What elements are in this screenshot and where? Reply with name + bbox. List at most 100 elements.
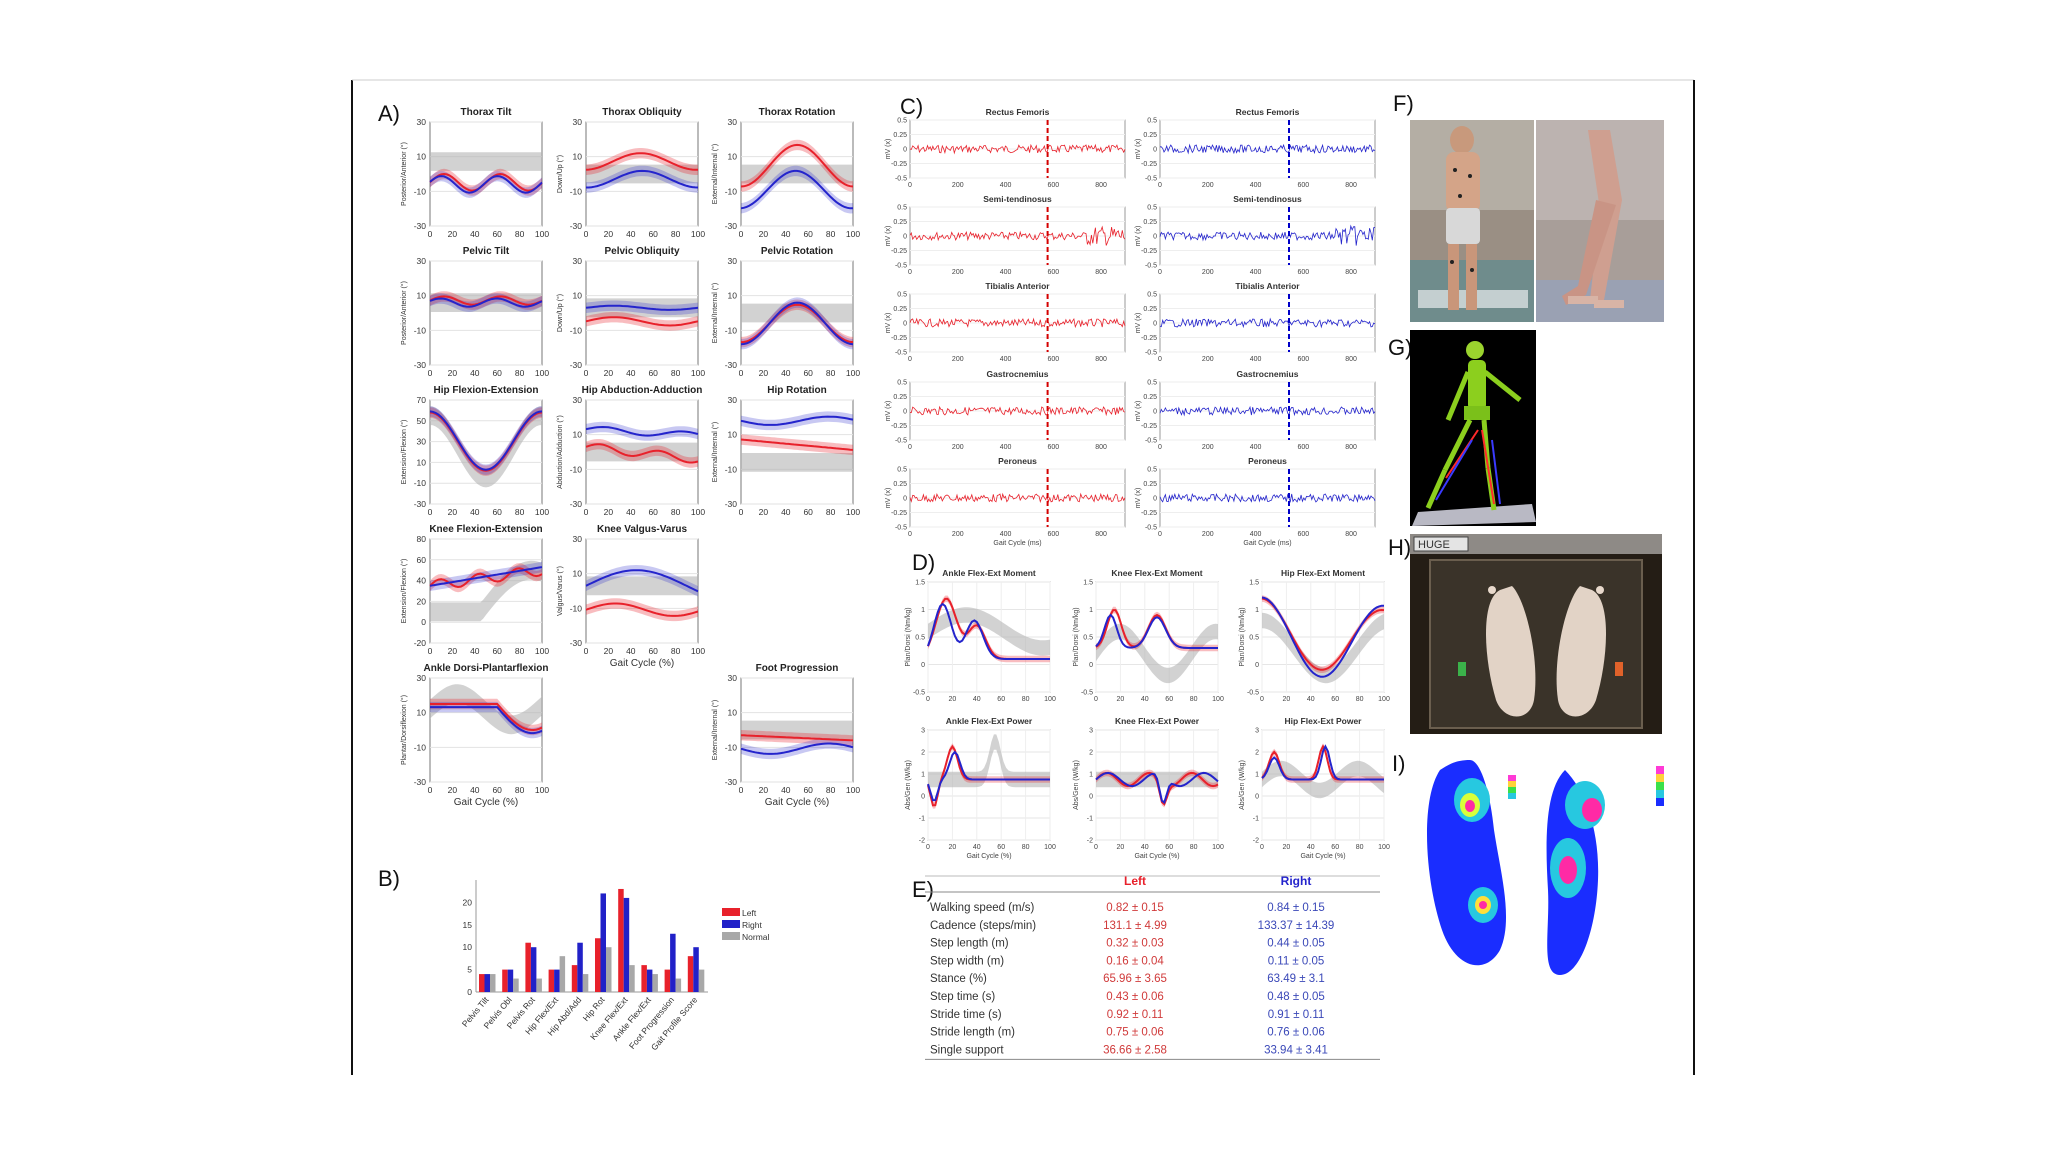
- kinetic-y-tick: 0: [1089, 662, 1093, 669]
- emg-x-tick: 800: [1345, 356, 1357, 363]
- x-tick-label: 40: [626, 646, 636, 656]
- emg-x-tick: 400: [1250, 444, 1262, 451]
- x-tick-label: 20: [448, 646, 458, 656]
- kinematic-plot: Hip Rotation 30 10 -10 -300 20 40 60 80 100 Extern…: [711, 385, 860, 517]
- left-foot-sole: [1486, 586, 1536, 717]
- emg-x-tick: 200: [952, 182, 964, 189]
- kinetic-y-tick: 1: [1089, 607, 1093, 614]
- plot-title: Foot Progression: [756, 663, 839, 674]
- emg-x-tick: 400: [1250, 269, 1262, 276]
- kinematic-plot: Foot Progression 30 10 -10 -300 20 40 60 80 100 Ex…: [711, 663, 860, 808]
- kinetic-x-tick: 0: [926, 844, 930, 851]
- y-tick-label: 30: [573, 395, 583, 405]
- emg-y-tick: 0.5: [1147, 205, 1157, 212]
- plot-title: Thorax Rotation: [759, 107, 836, 118]
- x-tick-label: 60: [803, 368, 813, 378]
- kinetic-x-tick: 20: [1117, 696, 1125, 703]
- bar-left: [525, 942, 531, 992]
- kinetic-x-tick: 80: [1190, 844, 1198, 851]
- y-tick-label: -30: [725, 499, 738, 509]
- emg-y-tick: -0.5: [895, 263, 907, 270]
- x-tick-label: 100: [691, 646, 705, 656]
- y-tick-label: 30: [417, 256, 427, 266]
- emg-x-tick: 400: [1000, 531, 1012, 538]
- right-value: 0.84 ± 0.15: [1267, 902, 1324, 914]
- plot-area: [429, 538, 543, 644]
- normal-band: [430, 560, 542, 622]
- emg-y-tick: -0.25: [1141, 510, 1157, 517]
- y-tick-label: -30: [414, 777, 427, 787]
- panel-e-label: E): [912, 877, 934, 902]
- power-title: Hip Flex-Ext Power: [1285, 716, 1363, 726]
- kinetic-y-tick: 0: [921, 794, 925, 801]
- left-value: 0.16 ± 0.04: [1106, 955, 1164, 967]
- kinetic-y-tick: 1: [1255, 772, 1259, 779]
- kinetic-y-tick: 1: [1255, 607, 1259, 614]
- plot-title: Ankle Dorsi-Plantarflexion: [423, 663, 548, 674]
- y-tick-label: -30: [725, 221, 738, 231]
- emg-y-tick: -0.25: [891, 510, 907, 517]
- table-row: Single support 36.66 ± 2.58 33.94 ± 3.41: [930, 1044, 1328, 1056]
- kinetic-x-tick: 0: [1260, 844, 1264, 851]
- right-value: 0.48 ± 0.05: [1267, 991, 1324, 1003]
- y-tick-label: -20: [414, 638, 427, 648]
- y-tick-label: -10: [570, 186, 583, 196]
- emg-y-tick: -0.5: [895, 176, 907, 183]
- left-value: 0.32 ± 0.03: [1106, 938, 1163, 950]
- emg-y-tick: 0.5: [897, 292, 907, 299]
- emg-y-tick: 0: [1153, 234, 1157, 241]
- emg-x-tick: 600: [1047, 269, 1059, 276]
- emg-signal: [1159, 224, 1376, 246]
- y-tick-label: 10: [573, 569, 583, 579]
- emg-y-tick: 0.25: [893, 306, 907, 313]
- right-band: [586, 421, 698, 441]
- x-tick-label: 100: [846, 507, 860, 517]
- bar-right: [507, 969, 514, 992]
- emg-y-tick: 0.25: [893, 394, 907, 401]
- kinetic-x-tick: 60: [1165, 844, 1173, 851]
- kinetic-y-tick: -0.5: [913, 690, 925, 697]
- kinetic-y-tick: -1: [919, 816, 925, 823]
- emg-y-tick: -0.5: [1145, 525, 1157, 532]
- emg-y-tick: -0.25: [1141, 335, 1157, 342]
- x-tick-label: 20: [448, 368, 458, 378]
- right-value: 0.44 ± 0.05: [1267, 938, 1324, 950]
- left-curve: [585, 443, 699, 464]
- plot-area: [429, 399, 543, 505]
- kinetic-x-tick: 100: [1378, 696, 1390, 703]
- x-tick-label: 0: [584, 507, 589, 517]
- kinetic-x-tick: 60: [1331, 696, 1339, 703]
- panel-b-label: B): [378, 866, 400, 891]
- emg-y-tick: -0.5: [895, 438, 907, 445]
- emg-y-label: mV (x): [1135, 488, 1142, 509]
- x-tick-label: 100: [535, 507, 549, 517]
- left-value: 0.82 ± 0.15: [1106, 902, 1163, 914]
- kinetic-x-label: Gait Cycle (%): [966, 853, 1011, 860]
- y-tick-label: -10: [725, 325, 738, 335]
- bar-y-tick: 0: [467, 987, 472, 997]
- kinetic-y-tick: 3: [1255, 728, 1259, 735]
- normal-band: [928, 607, 1050, 656]
- x-tick-label: 20: [448, 785, 458, 795]
- emg-y-tick: 0: [1153, 496, 1157, 503]
- bar-left: [664, 969, 671, 992]
- emg-x-tick: 800: [1095, 356, 1107, 363]
- x-tick-label: 80: [515, 368, 525, 378]
- right-curve: [927, 750, 1050, 802]
- kinetic-y-label: Abs/Gen (W/kg): [1073, 760, 1080, 810]
- emg-title: Rectus Femoris: [986, 107, 1050, 117]
- y-tick-label: 30: [417, 437, 427, 447]
- right-curve: [429, 410, 543, 471]
- y-axis-label: Plantar/Dorsiflexion (°): [400, 695, 408, 765]
- emg-x-tick: 0: [1158, 356, 1162, 363]
- x-tick-label: 40: [781, 229, 791, 239]
- emg-x-tick: 0: [1158, 182, 1162, 189]
- emg-title: Semi-tendinosus: [983, 194, 1052, 204]
- kinetic-x-tick: 80: [1022, 844, 1030, 851]
